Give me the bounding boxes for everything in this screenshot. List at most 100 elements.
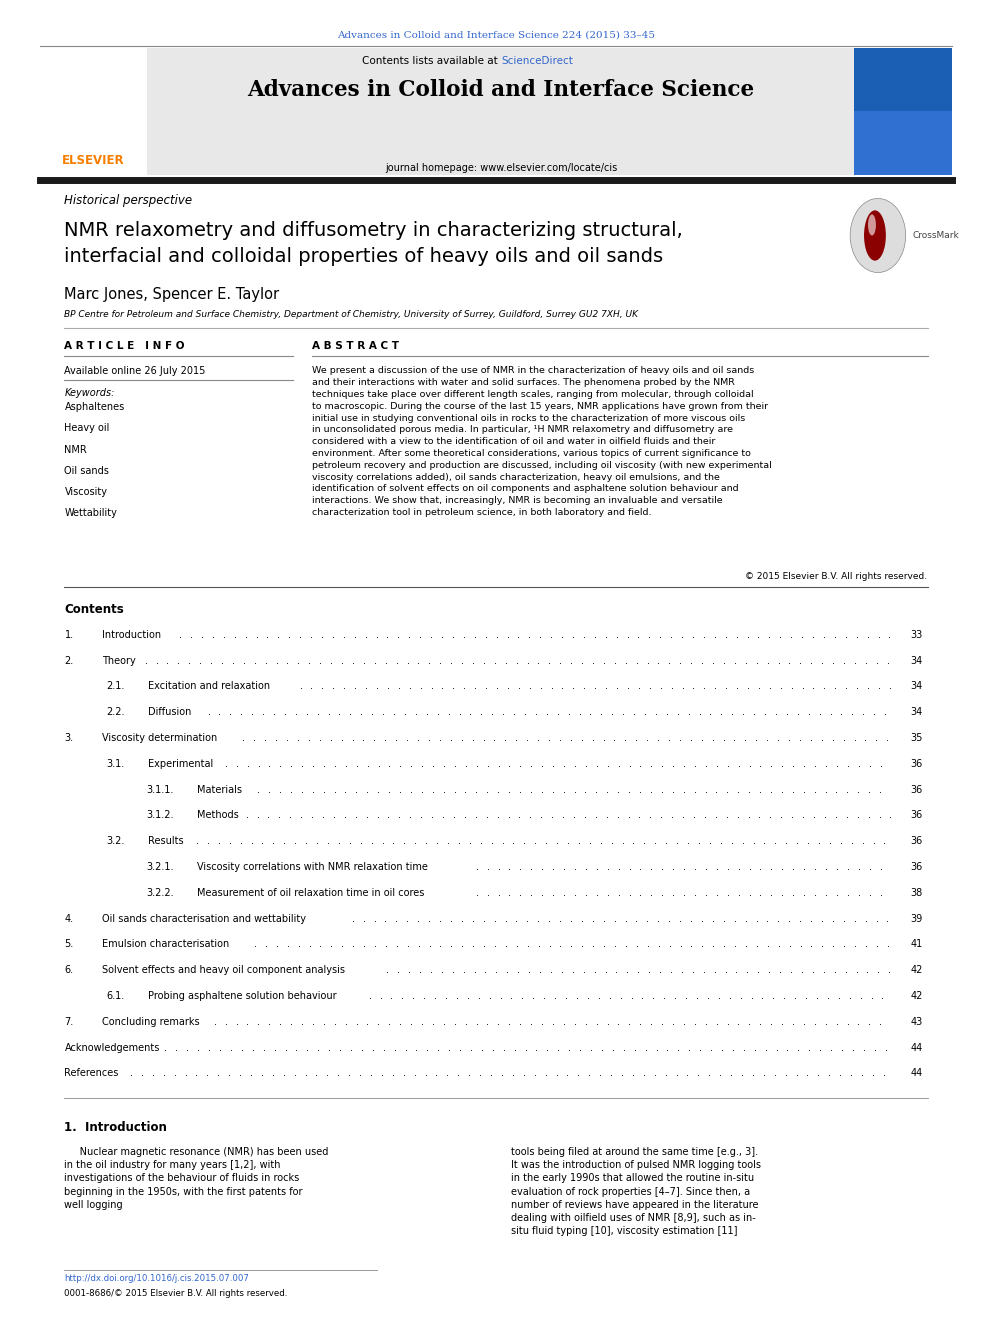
- Text: .: .: [399, 810, 402, 820]
- Text: .: .: [847, 888, 850, 898]
- Text: .: .: [348, 1069, 351, 1078]
- Text: .: .: [850, 1069, 853, 1078]
- Text: .: .: [727, 759, 730, 769]
- Text: .: .: [241, 1043, 244, 1053]
- Text: .: .: [640, 759, 643, 769]
- Text: .: .: [856, 630, 859, 640]
- Text: .: .: [393, 836, 396, 847]
- Ellipse shape: [868, 214, 876, 235]
- Text: .: .: [795, 991, 798, 1002]
- Text: .: .: [422, 759, 425, 769]
- Text: .: .: [544, 991, 547, 1002]
- Text: .: .: [178, 655, 181, 665]
- Text: .: .: [744, 733, 747, 744]
- Text: .: .: [386, 966, 389, 975]
- Text: interfacial and colloidal properties of heavy oils and oil sands: interfacial and colloidal properties of …: [64, 247, 664, 266]
- Text: .: .: [876, 914, 879, 923]
- Text: .: .: [152, 1069, 155, 1078]
- Text: .: .: [720, 836, 723, 847]
- Text: Measurement of oil relaxation time in oil cores: Measurement of oil relaxation time in oi…: [197, 888, 425, 898]
- Text: .: .: [732, 1043, 735, 1053]
- Text: .: .: [257, 785, 260, 795]
- Text: .: .: [344, 810, 347, 820]
- Text: .: .: [573, 810, 576, 820]
- Text: .: .: [611, 836, 614, 847]
- Text: .: .: [442, 810, 445, 820]
- Text: .: .: [377, 1017, 380, 1027]
- Text: Results: Results: [148, 836, 184, 847]
- Text: .: .: [614, 914, 617, 923]
- Text: Viscosity determination: Viscosity determination: [102, 733, 217, 744]
- Text: Marc Jones, Spencer E. Taylor: Marc Jones, Spencer E. Taylor: [64, 287, 280, 302]
- Text: NMR: NMR: [64, 445, 87, 455]
- Text: .: .: [658, 914, 661, 923]
- Text: .: .: [562, 785, 565, 795]
- Text: .: .: [595, 810, 598, 820]
- Text: .: .: [830, 1043, 833, 1053]
- Text: .: .: [617, 785, 620, 795]
- Text: .: .: [574, 759, 577, 769]
- Text: .: .: [764, 836, 767, 847]
- Text: .: .: [345, 759, 348, 769]
- Text: .: .: [433, 759, 435, 769]
- Text: .: .: [866, 966, 869, 975]
- Text: .: .: [824, 785, 827, 795]
- Text: .: .: [736, 681, 739, 692]
- Text: .: .: [253, 733, 256, 744]
- Text: .: .: [235, 1017, 238, 1027]
- Text: .: .: [410, 1017, 413, 1027]
- Text: .: .: [640, 863, 643, 872]
- Text: .: .: [595, 785, 598, 795]
- Text: .: .: [404, 706, 407, 717]
- Text: .: .: [480, 836, 483, 847]
- Text: .: .: [692, 630, 695, 640]
- Text: .: .: [396, 914, 399, 923]
- Text: .: .: [476, 863, 479, 872]
- Text: .: .: [452, 681, 455, 692]
- Text: .: .: [268, 810, 271, 820]
- Text: .: .: [308, 733, 310, 744]
- Text: .: .: [804, 888, 806, 898]
- Text: .: .: [558, 1043, 560, 1053]
- Text: .: .: [496, 630, 499, 640]
- Text: .: .: [513, 836, 516, 847]
- Text: .: .: [447, 706, 450, 717]
- Text: .: .: [537, 733, 540, 744]
- Text: .: .: [740, 991, 743, 1002]
- Text: .: .: [871, 991, 874, 1002]
- Text: .: .: [429, 655, 432, 665]
- Text: .: .: [199, 655, 202, 665]
- Text: .: .: [454, 759, 457, 769]
- Text: .: .: [594, 681, 597, 692]
- Text: .: .: [716, 888, 719, 898]
- Text: .: .: [781, 810, 784, 820]
- Text: .: .: [833, 966, 836, 975]
- Text: .: .: [294, 1069, 297, 1078]
- Text: .: .: [434, 991, 437, 1002]
- Text: .: .: [230, 1043, 233, 1053]
- Text: .: .: [851, 836, 854, 847]
- Text: .: .: [343, 681, 346, 692]
- Text: .: .: [341, 655, 344, 665]
- Text: .: .: [163, 1069, 166, 1078]
- Text: .: .: [762, 991, 765, 1002]
- Text: .: .: [392, 1069, 395, 1078]
- Text: 39: 39: [911, 914, 923, 923]
- Text: .: .: [694, 863, 697, 872]
- Text: .: .: [644, 706, 647, 717]
- Text: .: .: [349, 836, 352, 847]
- Text: .: .: [803, 785, 806, 795]
- Text: .: .: [441, 630, 444, 640]
- Text: .: .: [868, 1017, 871, 1027]
- Text: .: .: [842, 733, 845, 744]
- Text: .: .: [752, 1069, 755, 1078]
- Text: .: .: [383, 1043, 386, 1053]
- Text: .: .: [374, 655, 377, 665]
- Text: .: .: [492, 1043, 495, 1053]
- Text: .: .: [396, 655, 399, 665]
- Text: .: .: [846, 785, 849, 795]
- Text: .: .: [736, 630, 739, 640]
- Text: .: .: [527, 655, 530, 665]
- Text: .: .: [297, 733, 300, 744]
- Text: .: .: [764, 706, 767, 717]
